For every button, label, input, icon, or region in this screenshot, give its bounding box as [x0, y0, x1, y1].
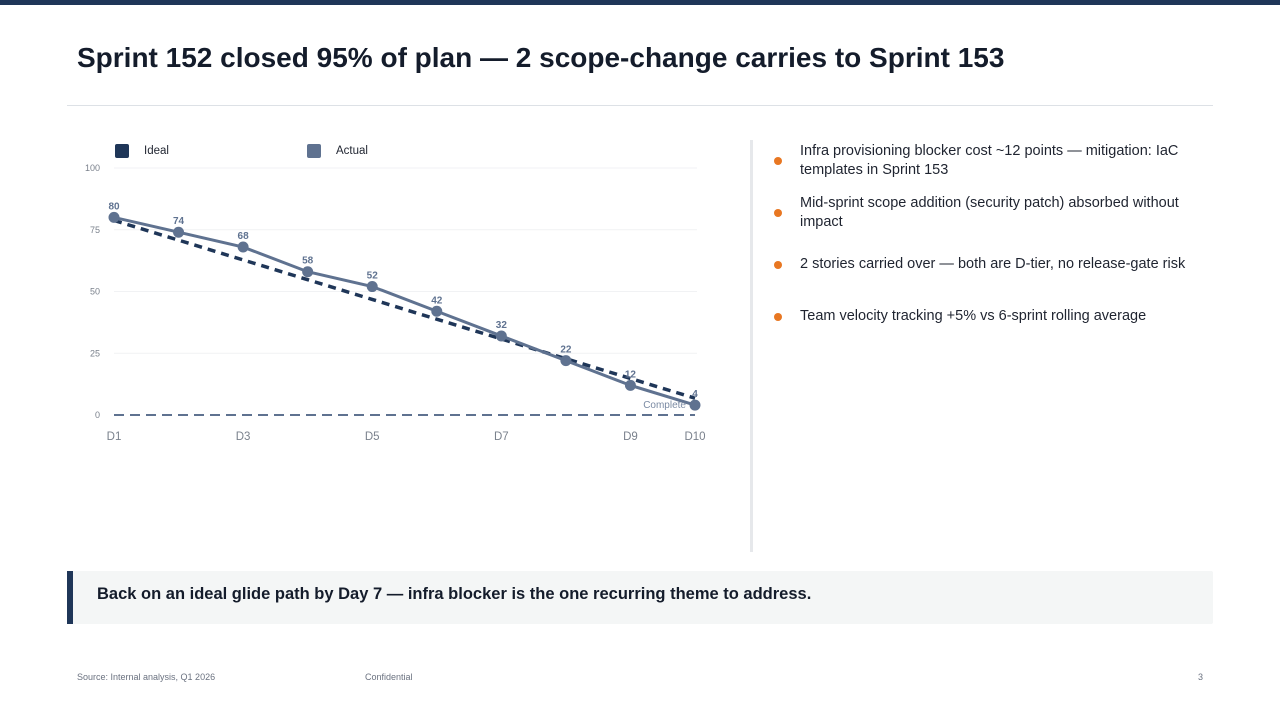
- data-label: 52: [367, 271, 379, 282]
- actual-point: [495, 330, 507, 342]
- annotations: Complete: [643, 400, 686, 411]
- actual-line: [113, 215, 696, 407]
- takeaway-text: Team velocity tracking +5% vs 6-sprint r…: [800, 308, 1147, 324]
- takeaway-item: Mid-sprint scope addition (security patc…: [770, 194, 1190, 232]
- takeaway-item: 2 stories carried over — both are D-tier…: [770, 255, 1190, 274]
- takeaway-text: Mid-sprint scope addition (security patc…: [800, 195, 1179, 230]
- legend-label-ideal: Ideal: [144, 145, 169, 157]
- bullet-dot-icon: [774, 312, 782, 321]
- takeaway-text: 2 stories carried over — both are D-tier…: [800, 256, 1186, 272]
- page-number: 3: [1198, 672, 1204, 682]
- key-message-callout: Back on an ideal glide path by Day 7 — i…: [67, 571, 1213, 624]
- annotation-complete: Complete: [643, 400, 686, 411]
- actual-point: [302, 266, 314, 278]
- x-tick-label: D10: [684, 431, 705, 443]
- x-tick-label: D3: [236, 431, 251, 443]
- legend-swatch-ideal: [115, 144, 129, 158]
- footer-source: Source: Internal analysis, Q1 2026: [77, 672, 216, 682]
- data-label: 58: [302, 256, 314, 267]
- x-axis-ticks: D1 D3 D5 D7 D9 D10: [107, 431, 706, 443]
- legend: Ideal Actual: [115, 144, 368, 158]
- data-label: 32: [496, 320, 508, 331]
- actual-point: [108, 211, 120, 223]
- data-label: 80: [108, 201, 120, 212]
- grid-lines: [114, 167, 697, 354]
- y-axis-ticks: 0 25 50 75 100: [85, 163, 100, 420]
- legend-swatch-actual: [307, 144, 321, 158]
- data-label: 42: [431, 295, 443, 306]
- takeaway-item: Infra provisioning blocker cost ~12 poin…: [770, 142, 1190, 180]
- x-tick-label: D1: [107, 431, 122, 443]
- actual-series: [108, 211, 701, 411]
- actual-point: [173, 226, 185, 238]
- x-tick-label: D7: [494, 431, 509, 443]
- ideal-line: [113, 218, 696, 400]
- x-tick-label: D9: [623, 431, 638, 443]
- actual-point: [366, 281, 378, 293]
- y-tick-label: 50: [90, 287, 100, 297]
- ideal-series: [113, 218, 696, 400]
- bullet-dot-icon: [774, 260, 782, 269]
- y-tick-label: 100: [85, 163, 100, 173]
- actual-point: [689, 399, 701, 411]
- callout-accent-bar: [67, 571, 73, 624]
- callout-text: Back on an ideal glide path by Day 7 — i…: [97, 585, 812, 603]
- actual-point: [624, 379, 636, 391]
- column-divider: [750, 140, 753, 552]
- x-tick-label: D5: [365, 431, 380, 443]
- footer-confidential: Confidential: [365, 672, 413, 682]
- burndown-chart: 0 25 50 75 100 D1 D3 D5 D7 D9 D10 80 74 68 58 52 42 32 2…: [85, 144, 706, 443]
- bullet-dot-icon: [774, 209, 782, 217]
- legend-label-actual: Actual: [336, 145, 368, 157]
- takeaway-text: Infra provisioning blocker cost ~12 poin…: [800, 143, 1179, 178]
- actual-point: [237, 241, 249, 253]
- data-label: 74: [173, 216, 185, 227]
- data-labels: 80 74 68 58 52 42 32 22 12 4: [108, 201, 698, 400]
- data-label: 12: [625, 369, 637, 380]
- takeaway-item: Team velocity tracking +5% vs 6-sprint r…: [770, 307, 1190, 326]
- y-tick-label: 75: [90, 225, 100, 235]
- title-divider: [67, 105, 1213, 106]
- data-label: 4: [692, 389, 698, 400]
- actual-point: [560, 355, 572, 367]
- bullet-dot-icon: [774, 157, 782, 165]
- data-label: 68: [238, 231, 250, 242]
- actual-point: [431, 305, 443, 317]
- slide-title: Sprint 152 closed 95% of plan — 2 scope-…: [77, 42, 1005, 73]
- data-label: 22: [560, 345, 572, 356]
- y-tick-label: 0: [95, 410, 100, 420]
- y-tick-label: 25: [90, 348, 100, 358]
- top-accent-bar: [0, 0, 1280, 5]
